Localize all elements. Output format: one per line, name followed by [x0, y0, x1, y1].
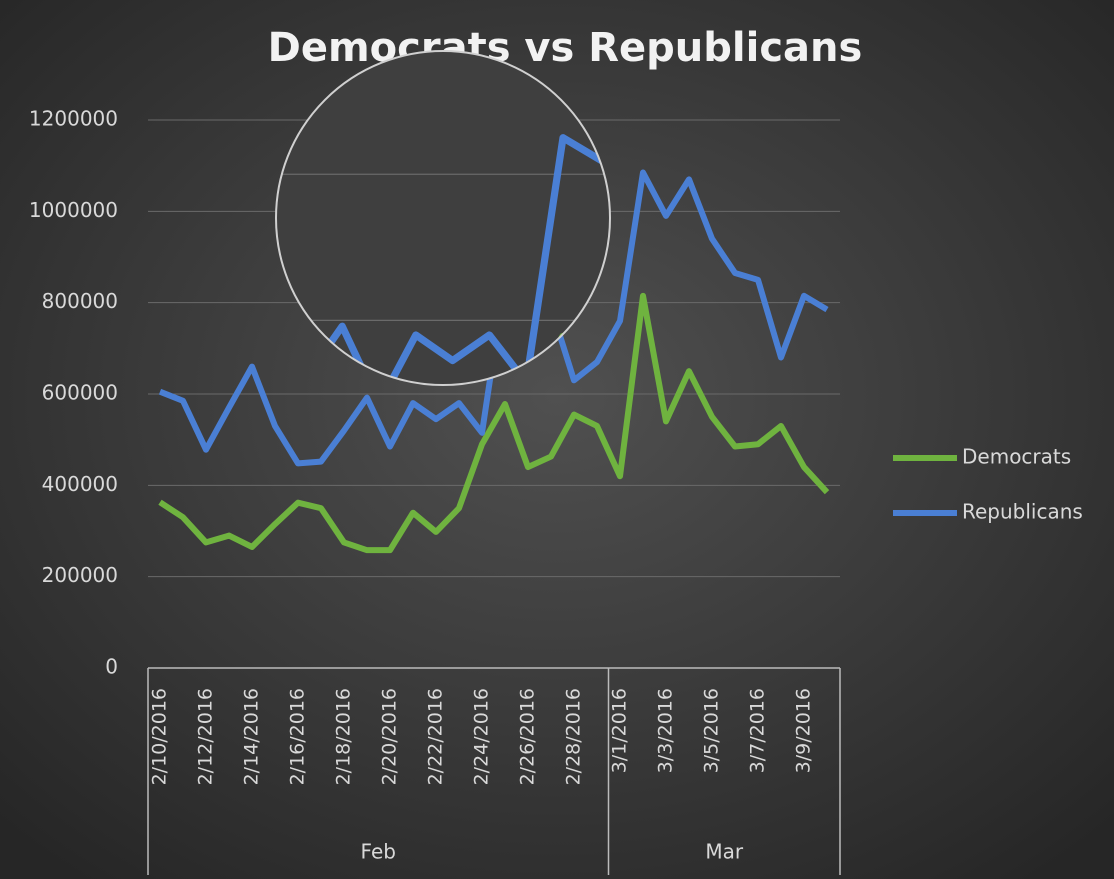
line-series: [276, 51, 610, 385]
y-tick-label: 1000000: [29, 198, 118, 222]
group-label: Feb: [361, 840, 396, 864]
y-tick-label: 400000: [42, 472, 118, 496]
legend-label: Democrats: [962, 445, 1071, 469]
x-tick-label: 2/24/2016: [471, 688, 493, 785]
x-tick-label: 3/5/2016: [701, 688, 723, 773]
x-tick-label: 2/26/2016: [517, 688, 539, 785]
y-tick-label: 800000: [42, 289, 118, 313]
x-tick-label: 3/3/2016: [655, 688, 677, 773]
magnifier-rim: [275, 50, 611, 386]
y-tick-label: 1200000: [29, 107, 118, 131]
line-series: [158, 292, 830, 554]
x-tick-label: 2/18/2016: [333, 688, 355, 785]
x-tick-label: 2/20/2016: [379, 688, 401, 785]
legend-label: Republicans: [962, 500, 1083, 524]
x-tick-label: 3/9/2016: [793, 688, 815, 773]
plot: 0 200000 400000 600000 800000 1000000 1200000 F…: [29, 107, 1083, 875]
x-tick-label: 2/16/2016: [287, 688, 309, 785]
x-tick-label: 2/22/2016: [425, 688, 447, 785]
magnifier-lens: [276, 51, 610, 385]
group-label: Mar: [705, 840, 744, 864]
x-tick-label: 2/14/2016: [241, 688, 263, 785]
x-tick-label: 3/1/2016: [609, 688, 631, 773]
x-tick-label: 2/28/2016: [563, 688, 585, 785]
y-tick-label: 200000: [42, 563, 118, 587]
x-tick-label: 2/10/2016: [149, 688, 171, 785]
chart-title: Democrats vs Republicans: [268, 25, 863, 71]
y-tick-label: 600000: [42, 381, 118, 405]
y-tick-label: 0: [105, 655, 118, 679]
x-tick-label: 3/7/2016: [747, 688, 769, 773]
x-tick-label: 2/12/2016: [195, 688, 217, 785]
